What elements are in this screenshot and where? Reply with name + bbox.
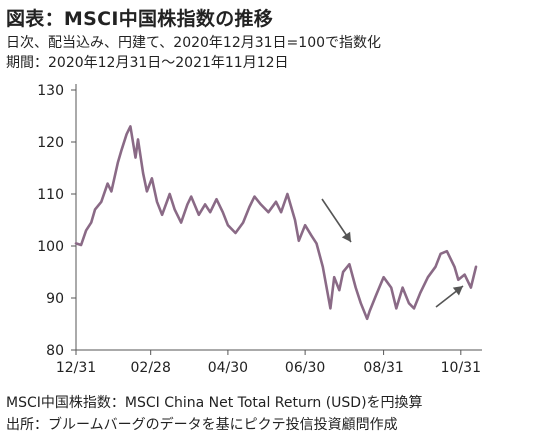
chart-period: 期間：2020年12月31日～2021年11月12日 <box>6 55 289 71</box>
x-tick-label: 10/31 <box>441 360 481 376</box>
down-arrow-annotation <box>321 198 352 243</box>
y-tick-label: 120 <box>37 135 64 151</box>
y-tick-label: 90 <box>46 291 64 307</box>
index-note: MSCI中国株指数：MSCI China Net Total Return (U… <box>6 395 423 411</box>
y-tick-label: 130 <box>37 83 64 99</box>
y-tick-label: 80 <box>46 343 64 359</box>
y-tick-label: 110 <box>37 187 64 203</box>
up-arrow-annotation <box>435 285 464 308</box>
x-tick-label: 04/30 <box>208 360 248 376</box>
chart-subtitle: 日次、配当込み、円建て、2020年12月31日=100で指数化 <box>6 35 382 51</box>
x-tick-label: 02/28 <box>131 360 171 376</box>
chart-title: 図表：MSCI中国株指数の推移 <box>6 8 274 30</box>
x-tick-label: 06/30 <box>285 360 325 376</box>
y-tick-label: 100 <box>37 239 64 255</box>
x-tick-label: 08/31 <box>363 360 403 376</box>
series-line <box>74 125 478 321</box>
source-note: 出所：ブルームバーグのデータを基にピクテ投信投資顧問作成 <box>6 417 398 433</box>
x-tick-label: 12/31 <box>56 360 96 376</box>
